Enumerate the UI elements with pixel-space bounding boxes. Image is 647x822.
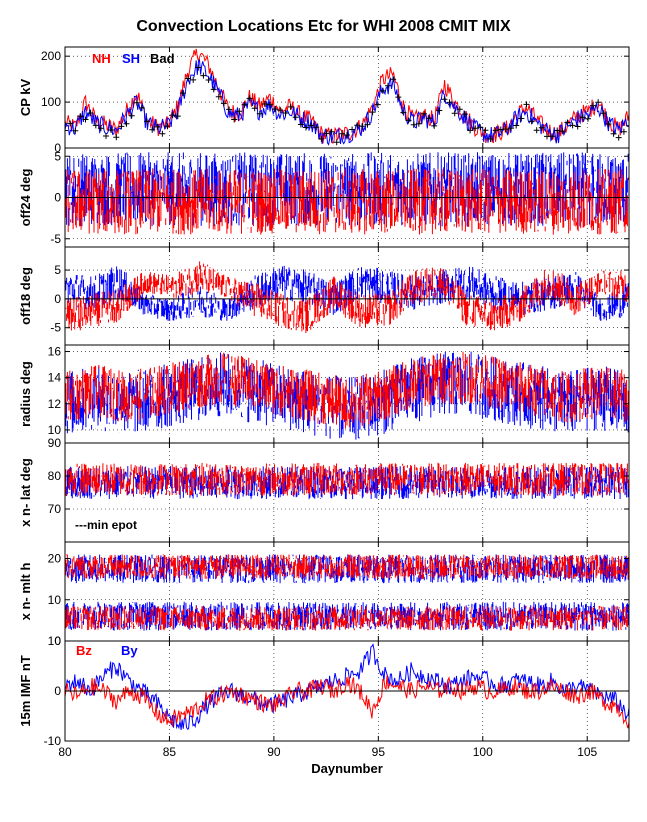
y-tick-label: 80 — [48, 469, 62, 483]
y-tick-label: 0 — [54, 684, 61, 698]
x-tick-label: 90 — [267, 745, 281, 759]
y-tick-label: 0 — [54, 292, 61, 306]
panel-mlt-ylabel: x n- mlt h — [18, 563, 33, 621]
legend-bz: Bz — [76, 643, 92, 658]
x-tick-label: 80 — [58, 745, 72, 759]
series-nh-dusk-band — [65, 554, 629, 580]
y-tick-label: 70 — [48, 502, 62, 516]
panel-lat-ylabel: x n- lat deg — [18, 458, 33, 527]
y-tick-label: 0 — [54, 634, 61, 648]
y-tick-label: 200 — [41, 49, 61, 63]
legend-bad: Bad — [150, 51, 175, 66]
y-tick-label: 100 — [41, 95, 61, 109]
y-tick-label: 16 — [48, 345, 62, 359]
panel-cp-plot-area — [65, 47, 629, 148]
y-tick-label: 14 — [48, 371, 62, 385]
y-tick-label: 5 — [54, 263, 61, 277]
panel-off24 — [65, 148, 629, 247]
y-tick-label: 10 — [48, 593, 62, 607]
panel-off18-ylabel: off18 deg — [18, 267, 33, 325]
panel-off24-plot-area — [65, 148, 629, 247]
panel-off18-plot-area — [65, 247, 629, 345]
y-tick-label: 0 — [54, 141, 61, 155]
series-nh-band — [65, 261, 629, 333]
series-bad-markers — [65, 64, 629, 146]
panel-cp-ylabel: CP kV — [18, 79, 33, 117]
panel-imf-plot-area — [65, 641, 629, 741]
legend-by: By — [121, 643, 138, 658]
y-tick-label: -5 — [50, 321, 61, 335]
x-tick-label: 105 — [577, 745, 597, 759]
legend-nh: NH — [92, 51, 111, 66]
y-tick-label: 5 — [54, 149, 61, 163]
panel-lat-plot-area — [65, 443, 629, 542]
x-tick-label: 85 — [163, 745, 177, 759]
legend-sh: SH — [122, 51, 140, 66]
panel-cp — [65, 47, 629, 148]
panel-off18 — [65, 247, 629, 345]
y-tick-label: 0 — [54, 191, 61, 205]
series-bz-line — [65, 675, 629, 729]
series-by-line — [65, 643, 629, 730]
series-nh-band — [65, 351, 629, 429]
y-tick-label: 90 — [48, 436, 62, 450]
panel-imf — [65, 641, 629, 741]
y-tick-label: 10 — [48, 634, 62, 648]
annotation-min-epot: ---min epot — [75, 518, 137, 532]
y-tick-label: 20 — [48, 552, 62, 566]
panel-radius-plot-area — [65, 345, 629, 443]
x-tick-label: 95 — [372, 745, 386, 759]
panel-off24-ylabel: off24 deg — [18, 169, 33, 227]
panel-radius — [65, 345, 629, 443]
chart-title: Convection Locations Etc for WHI 2008 CM… — [136, 18, 511, 35]
panel-lat — [65, 443, 629, 542]
panel-mlt — [65, 542, 629, 641]
y-tick-label: -10 — [44, 734, 62, 748]
panel-radius-ylabel: radius deg — [18, 361, 33, 427]
x-tick-label: 100 — [473, 745, 493, 759]
panel-imf-ylabel: 15m IMF nT — [18, 655, 33, 727]
series-sh-line — [65, 58, 629, 146]
panel-mlt-plot-area — [65, 542, 629, 641]
series-nh-band — [65, 462, 629, 496]
x-axis-label: Daynumber — [311, 761, 383, 776]
series-nh-dawn-band — [65, 605, 629, 631]
y-tick-label: -5 — [50, 232, 61, 246]
y-tick-label: 12 — [48, 397, 62, 411]
y-tick-label: 10 — [48, 423, 62, 437]
